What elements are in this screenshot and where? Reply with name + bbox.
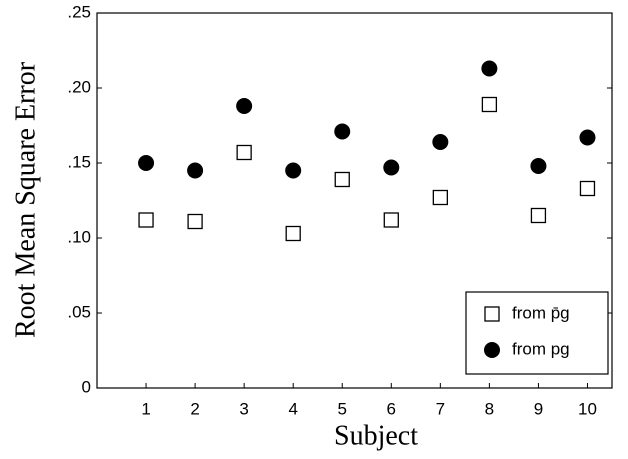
y-tick-label: .05 (67, 302, 91, 321)
circle-marker (383, 159, 400, 176)
square-marker (579, 180, 596, 197)
x-tick-label: 3 (239, 399, 248, 418)
y-tick-label: .25 (67, 2, 91, 21)
x-tick-label: 4 (288, 399, 297, 418)
circle-marker (187, 162, 204, 179)
x-tick-label: 7 (436, 399, 445, 418)
x-tick-label: 10 (578, 399, 597, 418)
square-marker (481, 96, 498, 113)
x-tick-label: 6 (387, 399, 396, 418)
y-tick-label: .15 (67, 152, 91, 171)
square-marker (236, 144, 252, 161)
circle-marker (285, 162, 302, 179)
square-marker (530, 207, 547, 224)
circle-marker (138, 155, 155, 171)
y-axis-label: Root Mean Square Error (10, 61, 41, 338)
square-marker (383, 212, 399, 228)
circle-marker (484, 342, 500, 358)
circle-marker (432, 134, 449, 150)
circle-marker (481, 60, 498, 77)
circle-marker (334, 123, 351, 140)
legend-label: from p̄g (512, 303, 570, 322)
y-tick-label: .10 (67, 227, 91, 246)
x-tick-label: 5 (338, 399, 347, 418)
circle-marker (530, 158, 547, 174)
x-tick-label: 2 (190, 399, 199, 418)
plot-frame (96, 12, 613, 389)
square-marker (138, 212, 154, 228)
circle-marker (579, 129, 596, 146)
legend-box (465, 291, 609, 375)
x-tick-label: 1 (141, 399, 150, 418)
square-marker (187, 213, 203, 230)
x-tick-label: 8 (485, 399, 494, 418)
square-marker (334, 171, 350, 188)
x-axis-label: Subject (334, 420, 418, 451)
legend-label: from pg (512, 339, 570, 358)
square-marker (484, 306, 500, 322)
y-tick-label: .20 (67, 77, 91, 96)
x-tick-label: 9 (534, 399, 543, 418)
square-marker (432, 189, 448, 206)
square-marker (285, 225, 301, 242)
y-tick-label: 0 (82, 377, 91, 396)
circle-marker (236, 98, 253, 114)
